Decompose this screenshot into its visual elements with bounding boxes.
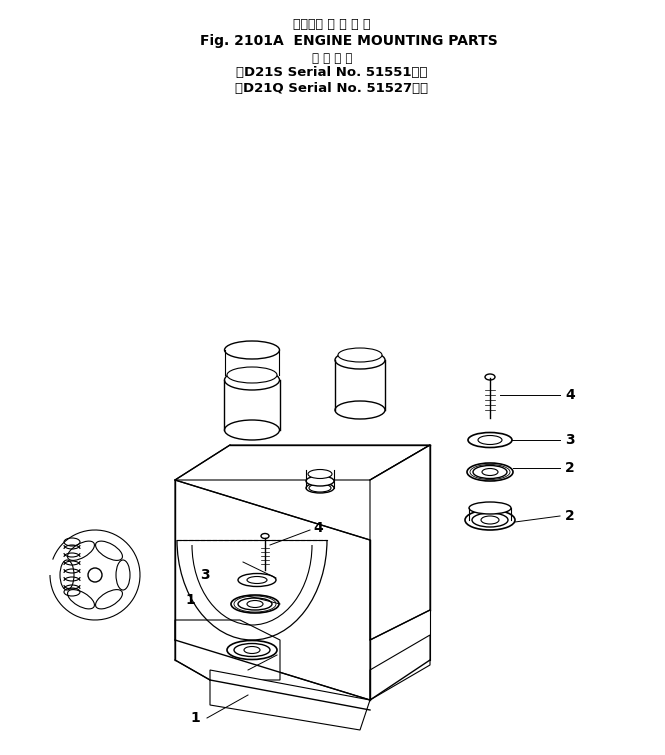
Ellipse shape <box>234 643 270 657</box>
Text: 2: 2 <box>565 461 575 475</box>
Text: 4: 4 <box>313 521 323 535</box>
Ellipse shape <box>467 463 513 481</box>
Polygon shape <box>370 635 430 700</box>
Text: 4: 4 <box>565 388 575 402</box>
Ellipse shape <box>60 560 74 590</box>
Ellipse shape <box>225 370 279 390</box>
Text: （D21Q Serial No. 51527～）: （D21Q Serial No. 51527～） <box>235 82 428 95</box>
Ellipse shape <box>481 516 499 524</box>
Ellipse shape <box>482 469 498 476</box>
Polygon shape <box>370 445 430 640</box>
Ellipse shape <box>309 484 331 492</box>
Polygon shape <box>175 480 370 700</box>
Polygon shape <box>210 670 370 730</box>
Ellipse shape <box>468 433 512 448</box>
Text: 3: 3 <box>565 433 575 447</box>
Ellipse shape <box>238 574 276 587</box>
Ellipse shape <box>247 577 267 584</box>
Ellipse shape <box>472 513 508 527</box>
Ellipse shape <box>261 534 269 538</box>
Ellipse shape <box>338 348 382 362</box>
Text: 1: 1 <box>185 593 195 607</box>
Ellipse shape <box>225 420 279 440</box>
Ellipse shape <box>244 646 260 654</box>
Text: 適 用 号 機: 適 用 号 機 <box>312 52 352 65</box>
Text: エンジン 取 付 部 品: エンジン 取 付 部 品 <box>293 18 371 31</box>
Ellipse shape <box>485 374 495 380</box>
Ellipse shape <box>225 341 279 359</box>
Ellipse shape <box>335 351 385 369</box>
Ellipse shape <box>306 476 334 486</box>
Ellipse shape <box>96 590 122 609</box>
Ellipse shape <box>469 502 511 514</box>
Polygon shape <box>175 445 430 480</box>
Text: 2: 2 <box>565 509 575 523</box>
Ellipse shape <box>231 595 279 613</box>
Polygon shape <box>175 620 280 680</box>
Text: Fig. 2101A  ENGINE MOUNTING PARTS: Fig. 2101A ENGINE MOUNTING PARTS <box>200 34 497 48</box>
Ellipse shape <box>238 598 272 610</box>
Ellipse shape <box>465 510 515 530</box>
Ellipse shape <box>335 401 385 419</box>
Ellipse shape <box>116 560 130 590</box>
Ellipse shape <box>68 541 94 560</box>
Ellipse shape <box>88 568 102 582</box>
Ellipse shape <box>306 483 334 493</box>
Text: （D21S Serial No. 51551～）: （D21S Serial No. 51551～） <box>236 66 428 79</box>
Ellipse shape <box>227 367 277 383</box>
Ellipse shape <box>478 436 502 445</box>
Ellipse shape <box>227 640 277 660</box>
Ellipse shape <box>473 466 507 479</box>
Ellipse shape <box>308 470 332 479</box>
Ellipse shape <box>247 600 263 608</box>
Text: 1: 1 <box>190 711 200 725</box>
Ellipse shape <box>68 590 94 609</box>
Ellipse shape <box>96 541 122 560</box>
Text: 3: 3 <box>200 568 209 582</box>
